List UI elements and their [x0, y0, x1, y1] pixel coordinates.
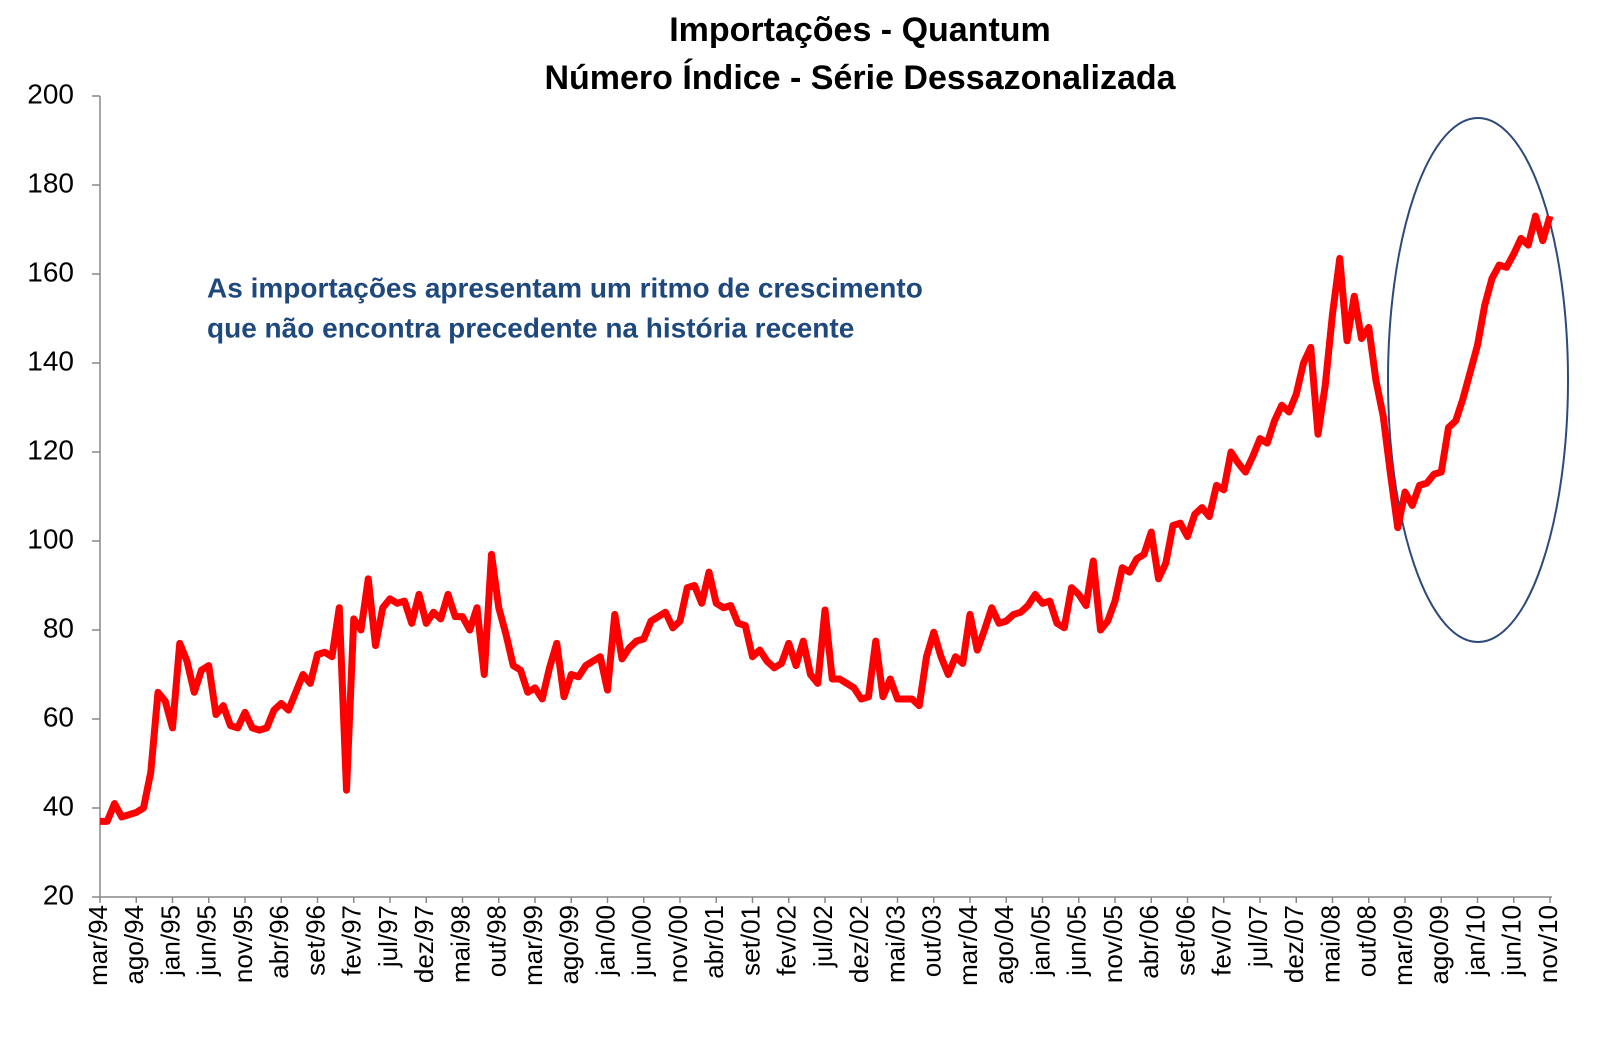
- x-tick-label: jul/97: [373, 905, 403, 968]
- x-tick-label: nov/05: [1098, 905, 1128, 983]
- y-tick-label: 60: [43, 701, 74, 732]
- x-tick-label: mar/94: [83, 905, 113, 986]
- highlight-ellipse: [1387, 117, 1569, 643]
- x-tick-label: jun/95: [192, 905, 222, 977]
- x-tick-label: jan/10: [1460, 905, 1490, 977]
- x-tick-label: set/01: [735, 905, 765, 976]
- y-tick-label: 100: [27, 523, 74, 554]
- annotation: que não encontra precedente na história …: [207, 312, 854, 343]
- y-tick-label: 20: [43, 879, 74, 910]
- x-tick-label: set/96: [300, 905, 330, 976]
- x-tick-label: dez/02: [844, 905, 874, 983]
- y-tick-label: 80: [43, 612, 74, 643]
- x-tick-label: abr/01: [699, 905, 729, 979]
- x-tick-label: out/08: [1352, 905, 1382, 977]
- x-tick-label: jun/05: [1062, 905, 1092, 977]
- x-tick-label: dez/07: [1279, 905, 1309, 983]
- y-tick-label: 180: [27, 167, 74, 198]
- x-tick-label: nov/95: [228, 905, 258, 983]
- y-tick-label: 160: [27, 256, 74, 287]
- chart-subtitle: Número Índice - Série Dessazonalizada: [544, 59, 1176, 97]
- x-tick-label: out/98: [482, 905, 512, 977]
- x-tick-label: ago/99: [554, 905, 584, 985]
- x-tick-label: jan/00: [590, 905, 620, 977]
- x-tick-label: set/06: [1170, 905, 1200, 976]
- x-tick-label: jan/95: [155, 905, 185, 977]
- x-tick-label: ago/09: [1424, 905, 1454, 985]
- x-tick-label: fev/02: [772, 905, 802, 976]
- y-tick-label: 40: [43, 790, 74, 821]
- x-tick-label: dez/97: [409, 905, 439, 983]
- x-tick-label: jul/07: [1243, 905, 1273, 968]
- y-tick-label: 120: [27, 434, 74, 465]
- x-tick-label: mai/03: [880, 905, 910, 983]
- x-tick-label: fev/07: [1207, 905, 1237, 976]
- x-tick-label: mar/04: [953, 905, 983, 986]
- x-tick-label: mar/09: [1388, 905, 1418, 986]
- x-tick-label: mai/08: [1315, 905, 1345, 983]
- x-tick-label: mai/98: [445, 905, 475, 983]
- x-tick-label: fev/97: [337, 905, 367, 976]
- x-tick-label: nov/10: [1533, 905, 1563, 983]
- x-tick-label: jun/10: [1497, 905, 1527, 977]
- chart-title: Importações - Quantum: [669, 11, 1051, 49]
- x-tick-label: abr/06: [1134, 905, 1164, 979]
- x-tick-label: mar/99: [518, 905, 548, 986]
- x-tick-label: abr/96: [264, 905, 294, 979]
- annotation: As importações apresentam um ritmo de cr…: [207, 272, 923, 303]
- x-tick-label: jun/00: [627, 905, 657, 977]
- x-tick-label: jul/02: [808, 905, 838, 968]
- x-tick-label: ago/94: [119, 905, 149, 985]
- y-tick-label: 140: [27, 345, 74, 376]
- x-tick-label: ago/04: [989, 905, 1019, 985]
- x-tick-label: jan/05: [1025, 905, 1055, 977]
- y-tick-label: 200: [27, 78, 74, 109]
- x-tick-label: out/03: [917, 905, 947, 977]
- line-series: [100, 212, 1554, 825]
- x-tick-label: nov/00: [663, 905, 693, 983]
